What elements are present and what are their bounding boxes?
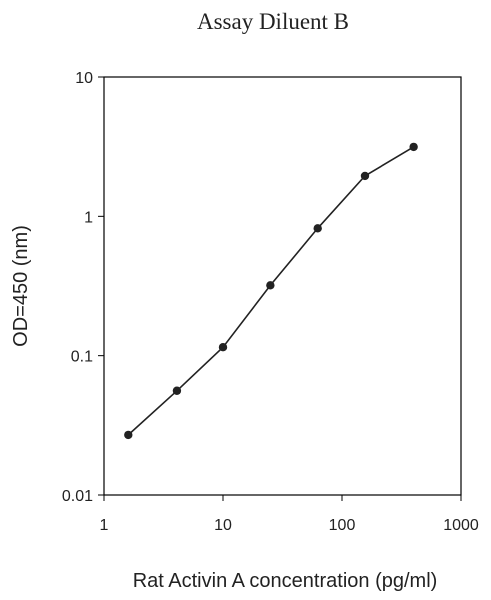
y-axis-ticks: 0.01 0.1 1 10 (62, 70, 104, 505)
x-tick-label: 100 (329, 517, 356, 534)
data-point (172, 386, 182, 395)
data-point (409, 142, 418, 152)
chart-title: Assay Diluent B (197, 9, 349, 34)
series-line (127, 146, 415, 436)
y-tick-label: 0.1 (71, 349, 93, 366)
data-point (218, 343, 228, 352)
y-axis-label: OD=450 (nm) (10, 225, 32, 347)
data-point (360, 171, 370, 181)
data-point (266, 281, 275, 290)
x-tick-label: 10 (214, 517, 232, 534)
data-series (124, 142, 418, 440)
x-axis-ticks: 1 10 100 1000 (100, 495, 479, 534)
data-point (313, 224, 322, 233)
y-tick-label: 1 (84, 209, 93, 226)
x-tick-label: 1000 (443, 517, 479, 534)
plot-frame (103, 76, 462, 496)
data-point (124, 430, 133, 440)
y-tick-label: 10 (75, 70, 93, 87)
y-tick-label: 0.01 (62, 488, 93, 505)
x-axis-label: Rat Activin A concentration (pg/ml) (133, 570, 438, 592)
x-tick-label: 1 (100, 517, 109, 534)
